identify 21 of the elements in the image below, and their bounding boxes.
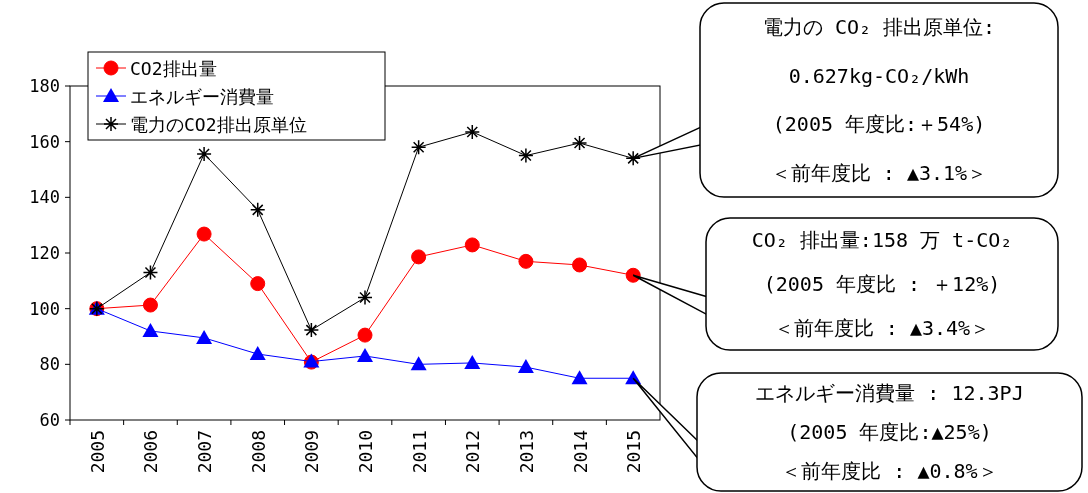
y-tick-label: 80 [39, 354, 60, 375]
x-tick-label: 2011 [408, 430, 430, 474]
x-tick-label: 2007 [194, 430, 216, 474]
x-tick-label: 2008 [247, 430, 269, 474]
x-tick-label: 2012 [462, 430, 484, 474]
legend-label: CO2排出量 [130, 58, 217, 79]
x-tick-label: 2005 [86, 430, 108, 474]
y-tick-label: 100 [29, 298, 60, 319]
x-tick-label: 2009 [301, 430, 323, 474]
legend-label: エネルギー消費量 [130, 86, 274, 107]
y-tick-label: 140 [29, 187, 60, 208]
x-tick-label: 2006 [140, 430, 162, 474]
legend-label: 電力のCO2排出原単位 [130, 114, 307, 135]
x-tick-label: 2014 [569, 430, 591, 474]
x-tick-label: 2010 [355, 430, 376, 474]
y-tick-label: 60 [39, 410, 60, 430]
y-tick-label: 180 [29, 76, 60, 96]
x-tick-label: 2015 [623, 430, 645, 474]
x-tick-label: 2013 [515, 430, 537, 474]
y-tick-label: 120 [29, 243, 60, 263]
y-tick-label: 160 [29, 131, 60, 152]
